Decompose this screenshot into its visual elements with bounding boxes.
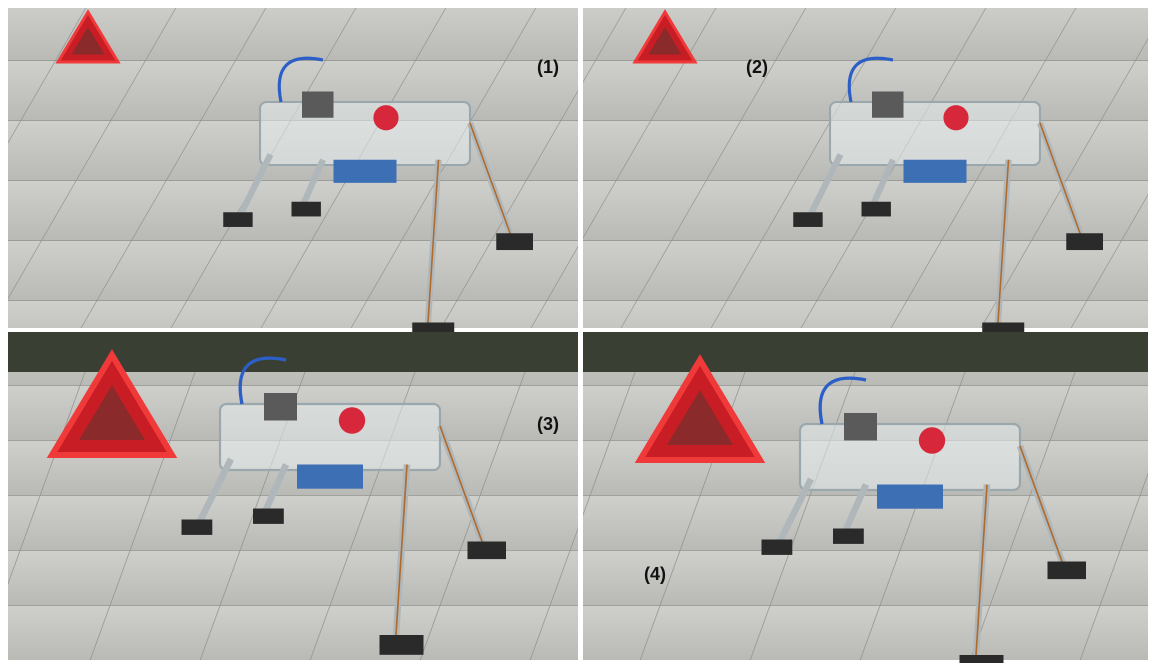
panel-label: (2) (746, 57, 768, 77)
panel-3: (3) (8, 332, 578, 660)
panel-label: (4) (644, 564, 666, 584)
panel-label: (3) (537, 414, 559, 434)
panel-2: (2) (583, 8, 1148, 341)
panel-label: (1) (537, 57, 559, 77)
panel-1: (1) (8, 8, 578, 341)
panel-4: (4) (583, 332, 1148, 663)
